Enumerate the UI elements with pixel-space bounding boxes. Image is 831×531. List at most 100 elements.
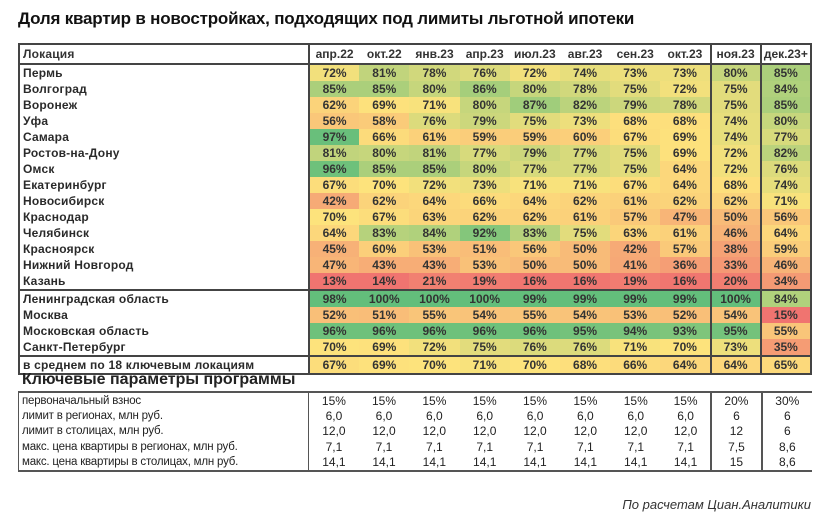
row-label: Самара — [19, 129, 310, 145]
heat-cell: 71% — [559, 177, 611, 193]
heat-cell: 84% — [759, 81, 811, 97]
param-value: 12 — [710, 423, 762, 440]
param-value: 8,6 — [760, 439, 812, 455]
heat-cell: 100% — [709, 289, 761, 307]
param-value: 6,0 — [375, 409, 393, 424]
heat-cell: 69% — [359, 97, 410, 113]
heat-cell: 59% — [759, 241, 811, 257]
heat-cell: 34% — [759, 273, 811, 290]
param-row: первоначальный взнос 15% 15% 15% 15% 15% 15% 15… — [18, 392, 812, 409]
table-row: Нижний Новгород 47% 43% 43% 53% 50% 50% 41% 36% 3… — [19, 257, 811, 273]
param-value: 14,1 — [624, 455, 648, 470]
heat-cell: 52% — [309, 307, 360, 323]
table-row: Челябинск 64% 83% 84% 92% 83% 75% 63% 61% 46% 64% — [19, 225, 811, 241]
row-label: Омск — [19, 161, 310, 177]
param-label: первоначальный взнос — [18, 392, 309, 409]
heat-cell: 95% — [709, 323, 761, 339]
param-value: 7,1 — [627, 439, 645, 454]
heat-cell: 54% — [459, 307, 510, 323]
param-value: 12,0 — [624, 424, 648, 439]
param-value: 30% — [760, 392, 812, 409]
heat-cell: 85% — [409, 161, 460, 177]
heat-cell: 64% — [709, 355, 761, 374]
heat-cell: 63% — [610, 225, 661, 241]
heat-cell: 72% — [660, 81, 711, 97]
heat-cell: 83% — [359, 225, 410, 241]
param-label: макс. цена квартиры в регионах, млн руб. — [18, 439, 309, 455]
heat-cell: 87% — [509, 97, 560, 113]
heat-cell: 47% — [660, 209, 711, 225]
heat-cell: 63% — [409, 209, 460, 225]
heat-cell: 62% — [660, 193, 711, 209]
heat-cell: 70% — [660, 339, 711, 356]
table-row: Новосибирск 42% 62% 64% 66% 64% 62% 61% 62% 62% 71… — [19, 193, 811, 209]
heat-cell: 55% — [509, 307, 560, 323]
row-label: Краснодар — [19, 209, 310, 225]
heat-cell: 70% — [309, 339, 360, 356]
heat-cell: 85% — [309, 81, 360, 97]
heat-cell: 14% — [359, 273, 410, 290]
heat-cell: 50% — [559, 257, 611, 273]
heat-cell: 64% — [660, 177, 711, 193]
heat-cell: 80% — [459, 97, 510, 113]
heat-cell: 75% — [559, 225, 611, 241]
column-header: авг.23 — [559, 44, 611, 65]
heat-cell: 42% — [309, 193, 360, 209]
heat-cell: 61% — [559, 209, 611, 225]
column-header: сен.23 — [610, 44, 661, 65]
heat-cell: 36% — [660, 257, 711, 273]
heat-cell: 51% — [459, 241, 510, 257]
table-row: Пермь 72% 81% 78% 76% 72% 74% 73% 73% 80% 85% — [19, 64, 811, 81]
heat-cell: 15% — [759, 307, 811, 323]
row-label: Санкт-Петербург — [19, 339, 310, 356]
heat-cell: 94% — [610, 323, 661, 339]
param-value: 7,1 — [325, 439, 343, 454]
heat-cell: 85% — [759, 97, 811, 113]
param-value: 12,0 — [322, 424, 346, 439]
heat-cell: 56% — [509, 241, 560, 257]
heat-cell: 72% — [509, 64, 560, 81]
param-value: 6,0 — [577, 409, 594, 424]
row-label: Пермь — [19, 64, 310, 81]
heat-cell: 50% — [559, 241, 611, 257]
heat-cell: 19% — [459, 273, 510, 290]
heat-cell: 83% — [509, 225, 560, 241]
param-label: лимит в столицах, млн руб. — [18, 423, 309, 440]
heat-cell: 75% — [610, 81, 661, 97]
heat-cell: 69% — [660, 145, 711, 161]
heat-cell: 96% — [359, 323, 410, 339]
heat-cell: 74% — [559, 64, 611, 81]
heat-cell: 76% — [759, 161, 811, 177]
heat-cell: 77% — [559, 161, 611, 177]
heat-cell: 70% — [359, 177, 410, 193]
heat-cell: 19% — [610, 273, 661, 290]
param-value: 12,0 — [673, 424, 698, 439]
param-value: 7,1 — [375, 439, 393, 454]
param-row: макс. цена квартиры в регионах, млн руб.… — [18, 439, 812, 455]
heat-cell: 72% — [309, 64, 360, 81]
heat-cell: 73% — [459, 177, 510, 193]
param-value: 6,0 — [325, 409, 343, 424]
heat-cell: 73% — [559, 113, 611, 129]
heat-cell: 73% — [610, 64, 661, 81]
row-label: Ленинградская область — [19, 289, 310, 307]
row-label: Московская область — [19, 323, 310, 339]
heat-cell: 71% — [509, 177, 560, 193]
heat-cell: 96% — [309, 323, 360, 339]
param-row: макс. цена квартиры в столицах, млн руб.… — [18, 454, 812, 471]
params-table: первоначальный взнос 15% 15% 15% 15% 15% 15% 15… — [18, 391, 812, 472]
heat-cell: 55% — [409, 307, 460, 323]
heatmap-table: Локация апр.22 окт.22 янв.23 апр.23 июл.23 авг… — [18, 43, 812, 375]
heat-cell: 93% — [660, 323, 711, 339]
heat-cell: 92% — [459, 225, 510, 241]
param-value: 6,0 — [426, 409, 443, 424]
heat-cell: 53% — [409, 241, 460, 257]
heat-cell: 98% — [309, 289, 360, 307]
heat-cell: 84% — [409, 225, 460, 241]
heat-cell: 62% — [509, 209, 560, 225]
param-value: 6,0 — [677, 409, 694, 424]
heat-cell: 72% — [709, 161, 761, 177]
heat-cell: 73% — [660, 64, 711, 81]
heat-cell: 84% — [759, 289, 811, 307]
param-value: 15% — [422, 393, 447, 408]
